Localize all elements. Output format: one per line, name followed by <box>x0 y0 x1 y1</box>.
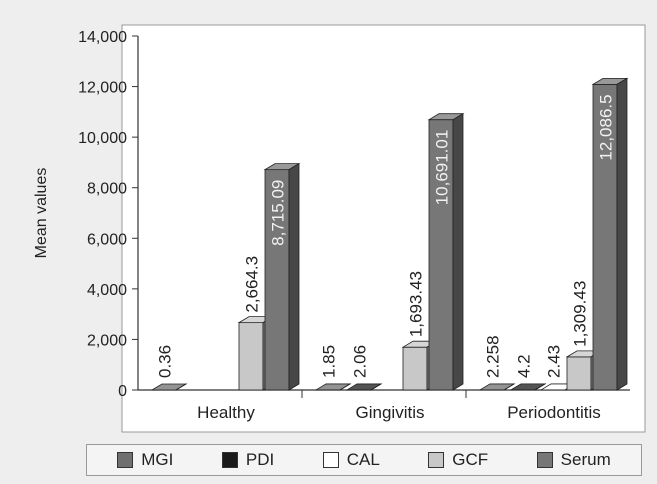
x-tick-label: Periodontitis <box>507 403 601 422</box>
plot-area <box>121 24 646 433</box>
data-label: 4.2 <box>514 354 533 378</box>
bar-gcf <box>238 322 264 391</box>
x-tick-label: Gingivitis <box>356 403 425 422</box>
bar-side-pdi <box>534 383 546 391</box>
bar-side-serum <box>616 77 628 391</box>
legend-swatch <box>117 452 134 468</box>
data-label: 2.258 <box>483 335 502 378</box>
legend-label: CAL <box>346 450 380 469</box>
data-label: 2,664.3 <box>242 256 261 313</box>
bar-side-mgi <box>503 383 515 391</box>
legend-item-serum: Serum <box>536 450 611 470</box>
y-tick-label: 12,000 <box>78 80 127 97</box>
legend-swatch <box>221 452 238 468</box>
y-tick-label: 14,000 <box>78 29 127 46</box>
y-tick-label: 10,000 <box>78 130 127 147</box>
legend: MGI PDI CAL GCF Serum <box>86 444 642 476</box>
legend-label: Serum <box>560 450 611 469</box>
data-label: 8,715.09 <box>268 180 287 246</box>
y-tick-label: 4,000 <box>87 282 127 299</box>
y-tick-label: 6,000 <box>87 231 127 248</box>
bar-side-mgi <box>339 383 351 391</box>
bar-side-serum <box>452 112 464 391</box>
x-tick-label: Healthy <box>197 403 255 422</box>
data-label: 1,309.43 <box>570 281 589 347</box>
legend-label: MGI <box>141 450 174 469</box>
y-tick-label: 2,000 <box>87 332 127 349</box>
legend-label: GCF <box>452 450 489 469</box>
data-label: 0.36 <box>155 345 174 378</box>
y-tick-label: 8,000 <box>87 181 127 198</box>
bar-side-serum <box>288 162 300 391</box>
bar-serum <box>264 169 290 391</box>
data-label: 2.06 <box>350 345 369 378</box>
legend-swatch <box>322 452 339 468</box>
bar-gcf <box>402 346 428 391</box>
data-label: 12,086.5 <box>596 94 615 160</box>
data-label: 10,691.01 <box>432 130 451 206</box>
legend-item-pdi: PDI <box>221 450 275 470</box>
data-label: 1,693.43 <box>406 271 425 337</box>
data-label: 2.43 <box>544 345 563 378</box>
data-label: 1.85 <box>319 345 338 378</box>
legend-swatch <box>428 452 445 468</box>
legend-item-gcf: GCF <box>428 450 488 470</box>
legend-label: PDI <box>245 450 275 469</box>
legend-swatch <box>536 452 553 468</box>
legend-item-cal: CAL <box>322 450 380 470</box>
y-tick-label: 0 <box>118 383 127 400</box>
bar-side-pdi <box>370 383 382 391</box>
bar-side-mgi <box>175 383 187 391</box>
y-axis-title: Mean values <box>33 168 50 259</box>
legend-item-mgi: MGI <box>117 450 173 470</box>
bar-gcf <box>566 356 592 391</box>
